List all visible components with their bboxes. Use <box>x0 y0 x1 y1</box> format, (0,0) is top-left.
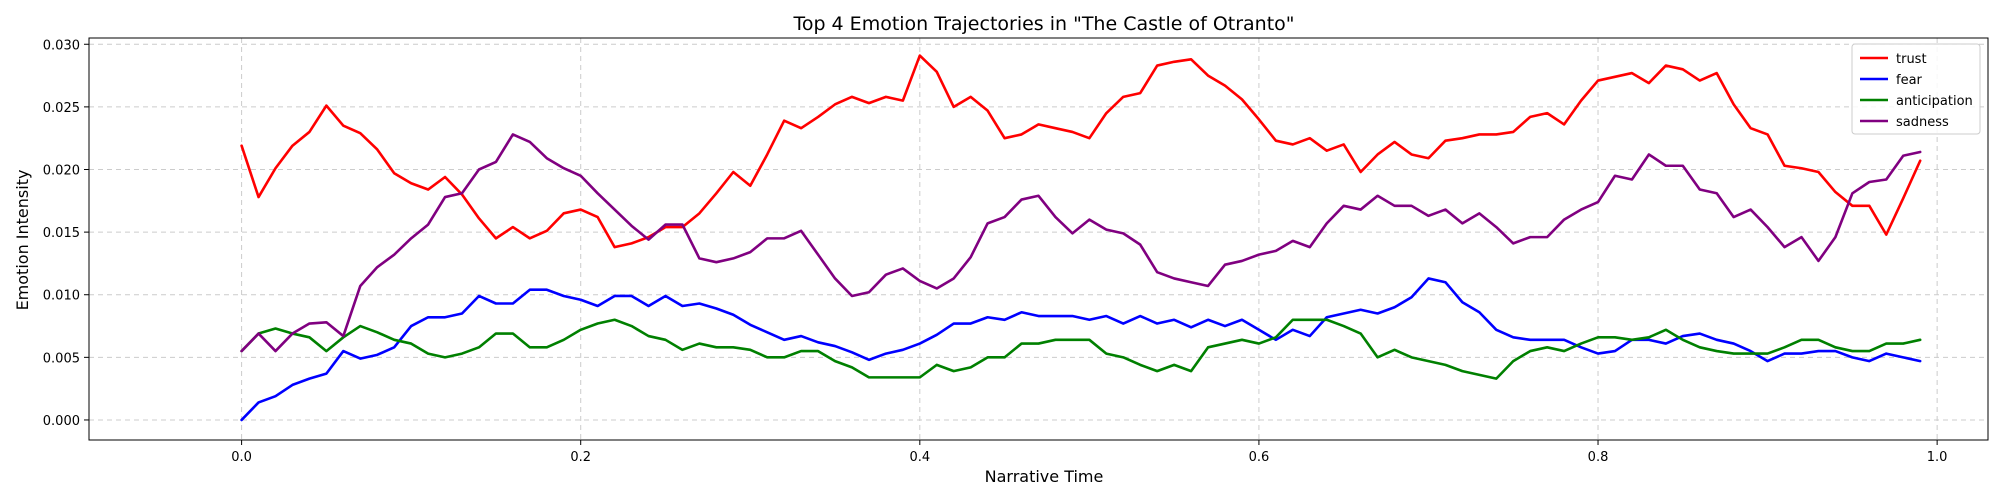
y-tick-label: 0.020 <box>43 163 80 178</box>
y-tick-label: 0.010 <box>43 289 80 304</box>
legend-label-anticipation: anticipation <box>1896 94 1973 109</box>
legend-label-fear: fear <box>1896 73 1923 88</box>
axis-ticks: 0.0 0.2 0.4 0.6 0.8 1.0 0.000 0.005 0.010 0.015 0.… <box>43 38 1948 465</box>
legend-label-trust: trust <box>1896 52 1927 67</box>
plot-frame <box>88 37 1989 441</box>
y-tick-label: 0.000 <box>43 414 80 429</box>
series-line-sadness <box>240 133 1922 353</box>
x-tick-label: 0.6 <box>1249 450 1270 465</box>
x-tick-label: 1.0 <box>1927 450 1948 465</box>
x-tick-label: 0.0 <box>231 450 252 465</box>
chart-title: Top 4 Emotion Trajectories in "The Castl… <box>792 13 1294 35</box>
series-line-anticipation <box>240 318 1922 380</box>
x-tick-label: 0.8 <box>1588 450 1609 465</box>
y-tick-label: 0.005 <box>43 351 80 366</box>
y-axis-label: Emotion Intensity <box>13 170 32 311</box>
y-tick-label: 0.025 <box>43 101 80 116</box>
legend-box <box>1851 43 1981 135</box>
series-line-trust <box>240 54 1922 249</box>
x-axis-label: Narrative Time <box>985 467 1104 486</box>
x-tick-label: 0.2 <box>570 450 591 465</box>
x-tick-label: 0.4 <box>909 450 930 465</box>
y-tick-label: 0.030 <box>43 38 80 53</box>
y-tick-label: 0.015 <box>43 226 80 241</box>
legend: trust fear anticipation sadness <box>1851 43 1981 135</box>
series-lines <box>240 54 1922 422</box>
legend-label-sadness: sadness <box>1896 115 1949 130</box>
